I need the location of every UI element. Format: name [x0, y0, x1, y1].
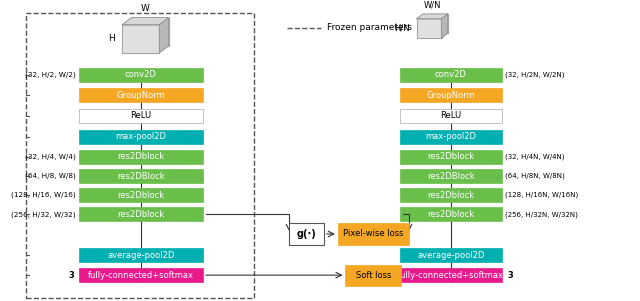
Text: res2DBlock: res2DBlock — [117, 172, 164, 181]
FancyBboxPatch shape — [400, 268, 502, 282]
FancyBboxPatch shape — [400, 188, 502, 202]
Bar — [338, 223, 409, 244]
Text: max-pool2D: max-pool2D — [115, 132, 166, 141]
Text: GroupNorm: GroupNorm — [116, 91, 165, 100]
Text: res2Dblock: res2Dblock — [428, 210, 474, 219]
Text: (256, H/32, W/32): (256, H/32, W/32) — [11, 211, 76, 218]
Text: W: W — [141, 4, 150, 13]
Text: (32, H/4, W/4): (32, H/4, W/4) — [25, 154, 76, 160]
Text: 3: 3 — [507, 271, 513, 280]
FancyBboxPatch shape — [79, 268, 203, 282]
FancyBboxPatch shape — [400, 248, 502, 262]
FancyBboxPatch shape — [79, 67, 203, 82]
Text: g(·): g(·) — [296, 229, 316, 239]
Text: res2Dblock: res2Dblock — [117, 210, 164, 219]
FancyBboxPatch shape — [79, 130, 203, 144]
Bar — [346, 265, 401, 286]
Text: ReLU: ReLU — [131, 111, 152, 120]
Polygon shape — [417, 19, 442, 38]
Polygon shape — [423, 14, 448, 33]
Text: (32, H/2, W/2): (32, H/2, W/2) — [25, 71, 76, 78]
Text: (32, H/4N, W/4N): (32, H/4N, W/4N) — [505, 154, 564, 160]
Text: average-pool2D: average-pool2D — [417, 251, 484, 260]
Text: 3: 3 — [68, 271, 74, 280]
Text: GroupNorm: GroupNorm — [426, 91, 476, 100]
Text: (256, H/32N, W/32N): (256, H/32N, W/32N) — [505, 211, 578, 218]
Bar — [289, 223, 324, 244]
FancyBboxPatch shape — [79, 207, 203, 221]
Text: Pixel-wise loss: Pixel-wise loss — [343, 229, 404, 238]
FancyBboxPatch shape — [400, 207, 502, 221]
Polygon shape — [132, 18, 169, 45]
FancyBboxPatch shape — [400, 88, 502, 102]
Text: res2Dblock: res2Dblock — [117, 191, 164, 200]
Polygon shape — [122, 25, 159, 53]
FancyBboxPatch shape — [79, 88, 203, 102]
Text: (128, H/16N, W/16N): (128, H/16N, W/16N) — [505, 192, 579, 198]
Text: res2Dblock: res2Dblock — [117, 152, 164, 161]
Text: fully-connected+softmax: fully-connected+softmax — [88, 271, 194, 280]
Text: average-pool2D: average-pool2D — [108, 251, 175, 260]
FancyBboxPatch shape — [79, 248, 203, 262]
FancyBboxPatch shape — [400, 150, 502, 164]
Text: conv2D: conv2D — [125, 70, 157, 79]
Text: (64, H/8, W/8): (64, H/8, W/8) — [25, 173, 76, 179]
Polygon shape — [417, 14, 448, 19]
FancyBboxPatch shape — [79, 109, 203, 123]
FancyBboxPatch shape — [400, 130, 502, 144]
Polygon shape — [442, 14, 448, 38]
Polygon shape — [122, 18, 169, 25]
Text: H/N: H/N — [394, 24, 410, 33]
FancyBboxPatch shape — [400, 67, 502, 82]
Text: H: H — [108, 34, 115, 43]
Text: W/N: W/N — [424, 1, 441, 10]
Text: conv2D: conv2D — [435, 70, 467, 79]
Text: ReLU: ReLU — [440, 111, 461, 120]
Polygon shape — [159, 18, 169, 53]
Text: res2DBlock: res2DBlock — [427, 172, 475, 181]
Text: res2Dblock: res2Dblock — [428, 152, 474, 161]
Text: Soft loss: Soft loss — [356, 271, 391, 280]
FancyBboxPatch shape — [400, 109, 502, 123]
FancyBboxPatch shape — [79, 188, 203, 202]
Text: max-pool2D: max-pool2D — [426, 132, 476, 141]
Bar — [26, 13, 254, 298]
Text: (32, H/2N, W/2N): (32, H/2N, W/2N) — [505, 71, 564, 78]
FancyBboxPatch shape — [79, 169, 203, 183]
FancyBboxPatch shape — [79, 150, 203, 164]
Text: (128, H/16, W/16): (128, H/16, W/16) — [11, 192, 76, 198]
Text: fully-connected+softmax: fully-connected+softmax — [398, 271, 504, 280]
Text: res2Dblock: res2Dblock — [428, 191, 474, 200]
FancyBboxPatch shape — [400, 169, 502, 183]
Text: (64, H/8N, W/8N): (64, H/8N, W/8N) — [505, 173, 565, 179]
Text: Frozen parameters: Frozen parameters — [327, 23, 412, 32]
